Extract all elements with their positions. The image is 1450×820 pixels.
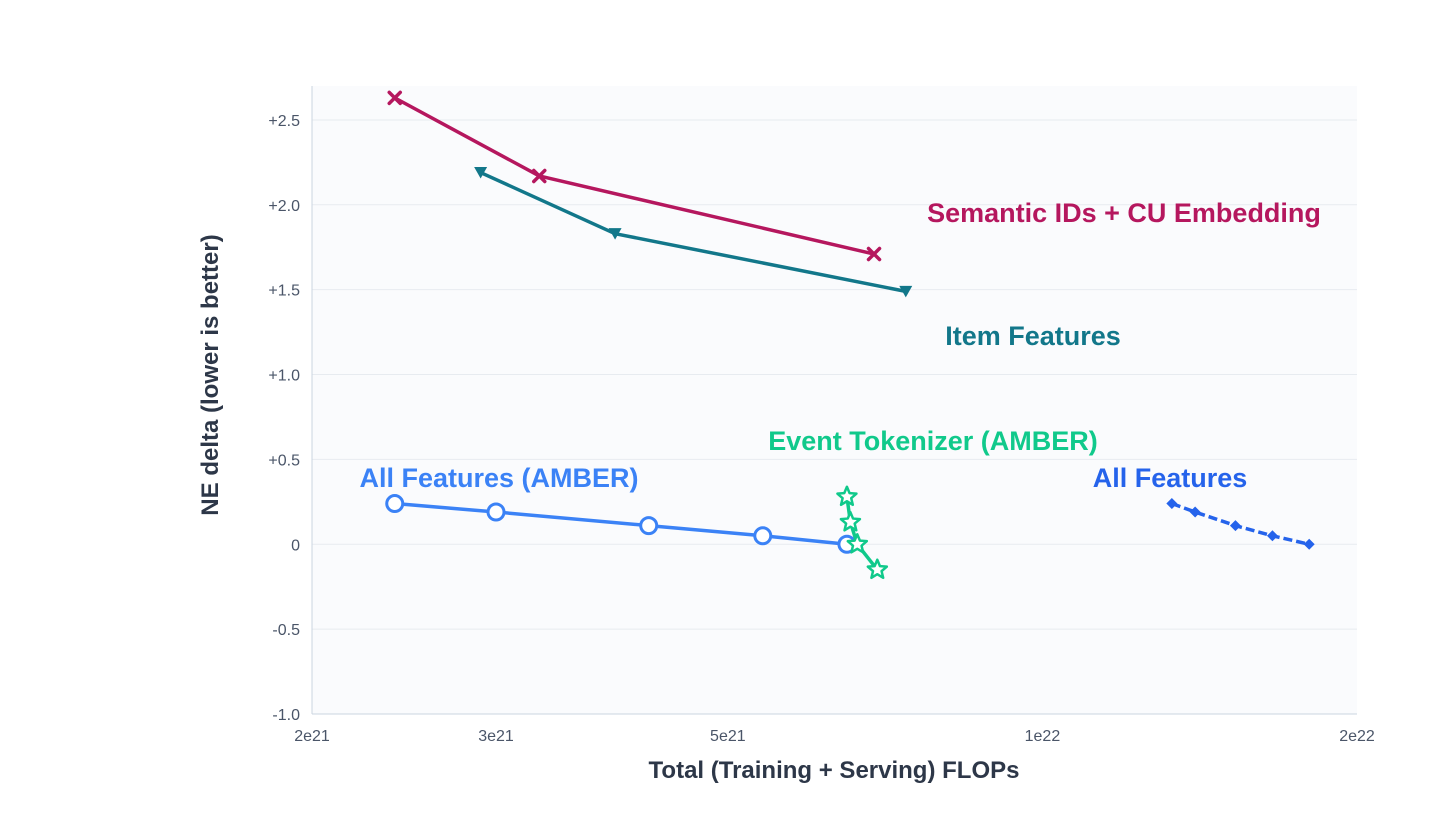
- series-label-item-features: Item Features: [945, 321, 1121, 351]
- y-axis-title: NE delta (lower is better): [197, 234, 224, 515]
- y-tick-label: +1.0: [268, 368, 300, 385]
- y-tick-label: -0.5: [272, 622, 300, 639]
- data-point: [1303, 538, 1315, 550]
- data-point: [639, 516, 659, 536]
- series-label-all-features-amber: All Features (AMBER): [359, 463, 638, 493]
- data-point: [486, 502, 506, 522]
- plot-area: [312, 86, 1357, 714]
- data-point: [866, 246, 882, 262]
- data-point: [1166, 498, 1178, 510]
- data-point: [608, 228, 622, 240]
- data-point: [866, 558, 889, 580]
- series-0: [387, 90, 882, 262]
- y-tick-label: -1.0: [272, 707, 300, 724]
- series-3: [836, 485, 889, 580]
- x-tick-label: 3e21: [478, 728, 514, 745]
- data-point: [753, 526, 773, 546]
- data-point: [1229, 520, 1241, 532]
- data-point: [474, 167, 488, 179]
- data-point: [385, 494, 405, 514]
- data-point: [387, 90, 402, 106]
- data-point: [532, 168, 547, 184]
- series-layer: [385, 90, 1315, 580]
- series-4: [1166, 498, 1315, 550]
- y-tick-label: +0.5: [268, 452, 300, 469]
- x-tick-label: 2e21: [294, 728, 330, 745]
- x-tick-label: 2e22: [1339, 728, 1375, 745]
- x-axis-title: Total (Training + Serving) FLOPs: [649, 757, 1020, 784]
- series-label-semantic-ids: Semantic IDs + CU Embedding: [927, 198, 1321, 228]
- y-tick-labels: +2.5 +2.0 +1.5 +1.0 +0.5 0 -0.5 -1.0: [268, 113, 300, 724]
- series-label-all-features: All Features: [1093, 463, 1248, 493]
- data-point: [846, 533, 869, 554]
- series-1: [474, 167, 913, 298]
- data-point: [839, 510, 862, 532]
- data-point: [1266, 530, 1278, 542]
- data-point: [899, 285, 913, 298]
- series-2: [385, 494, 857, 554]
- y-tick-label: +1.5: [268, 283, 300, 300]
- series-line: [845, 496, 879, 571]
- y-tick-label: 0: [291, 537, 300, 554]
- series-label-event-tokenizer: Event Tokenizer (AMBER): [768, 426, 1098, 456]
- x-tick-labels: 2e21 3e21 5e21 1e22 2e22: [294, 728, 1375, 745]
- x-tick-label: 5e21: [710, 728, 746, 745]
- data-point: [836, 485, 858, 507]
- data-point: [1189, 506, 1201, 518]
- y-tick-label: +2.0: [268, 198, 300, 215]
- y-tick-label: +2.5: [268, 113, 300, 130]
- x-tick-label: 1e22: [1025, 728, 1061, 745]
